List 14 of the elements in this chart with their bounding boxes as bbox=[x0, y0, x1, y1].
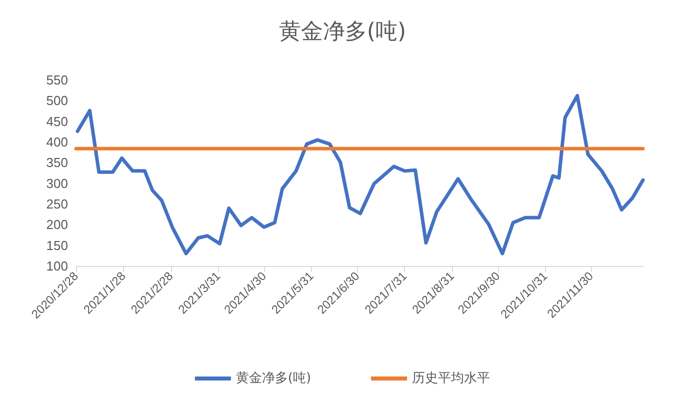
legend-label: 历史平均水平 bbox=[412, 371, 490, 386]
line-series bbox=[76, 94, 645, 256]
y-tick-label: 250 bbox=[46, 196, 68, 212]
y-tick-label: 350 bbox=[46, 155, 68, 170]
y-tick-label: 200 bbox=[46, 217, 68, 232]
y-tick-label: 500 bbox=[46, 93, 68, 108]
chart-title: 黄金净多(吨) bbox=[278, 20, 406, 44]
y-tick-label: 100 bbox=[46, 258, 68, 274]
y-tick-label: 400 bbox=[46, 134, 68, 150]
y-tick-label: 550 bbox=[46, 72, 68, 88]
y-tick-label: 300 bbox=[46, 176, 68, 191]
y-tick-label: 450 bbox=[46, 114, 68, 129]
legend-label: 黄金净多(吨) bbox=[236, 371, 312, 386]
y-tick-label: 150 bbox=[46, 238, 68, 253]
